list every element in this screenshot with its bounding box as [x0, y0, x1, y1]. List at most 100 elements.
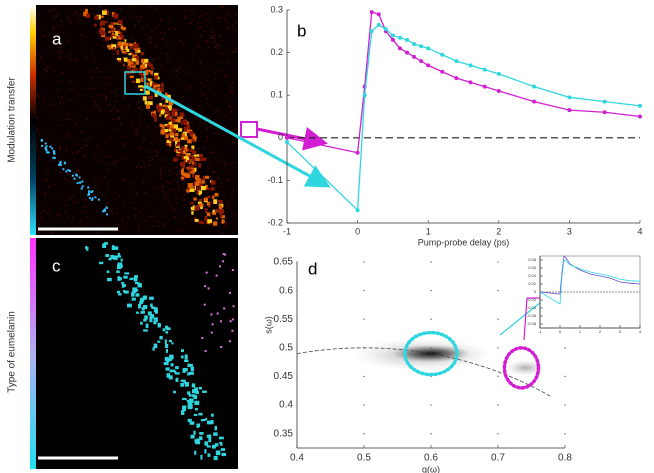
speckle: [154, 92, 158, 97]
speckle: [140, 133, 142, 135]
speckle: [189, 22, 191, 24]
speckle: [93, 99, 96, 102]
speckle: [228, 167, 230, 169]
speckle: [139, 148, 141, 150]
speckle: [191, 145, 195, 150]
speckle: [41, 140, 44, 143]
speckle: [72, 217, 74, 219]
speckle: [100, 20, 106, 26]
speckle: [196, 44, 199, 46]
speckle: [165, 331, 169, 334]
speckle: [143, 318, 147, 322]
speckle: [179, 109, 181, 111]
speckle: [167, 113, 171, 118]
speckle: [190, 186, 196, 191]
y-tick-label: 0: [278, 132, 283, 142]
speckle: [136, 192, 138, 195]
speckle: [227, 10, 230, 13]
speckle: [196, 155, 198, 158]
speckle: [177, 149, 181, 152]
speckle: [219, 320, 222, 323]
speckle: [221, 452, 227, 457]
speckle: [97, 103, 100, 105]
speckle: [91, 196, 94, 198]
speckle: [72, 119, 75, 121]
speckle: [223, 76, 226, 78]
speckle: [228, 163, 230, 165]
speckle: [104, 69, 107, 71]
speckle: [77, 98, 80, 100]
speckle: [43, 69, 46, 71]
speckle: [45, 194, 47, 196]
speckle: [116, 264, 122, 270]
speckle: [113, 14, 119, 19]
speckle: [191, 150, 197, 155]
speckle: [36, 129, 39, 131]
speckle: [88, 193, 91, 196]
speckle: [182, 43, 185, 46]
roi-box: [240, 121, 258, 138]
speckle: [128, 53, 132, 56]
speckle: [126, 48, 130, 53]
speckle: [187, 372, 191, 376]
speckle: [231, 269, 234, 272]
grid-dot: [363, 261, 365, 263]
speckle: [122, 142, 124, 145]
speckle: [65, 97, 68, 99]
speckle: [76, 94, 79, 97]
speckle: [149, 159, 151, 162]
speckle: [40, 216, 42, 218]
speckle: [70, 59, 72, 61]
speckle: [111, 44, 117, 49]
speckle: [135, 207, 137, 209]
speckle: [115, 99, 117, 102]
speckle: [165, 367, 170, 371]
speckle: [103, 210, 106, 213]
speckle: [192, 136, 197, 140]
speckle: [59, 162, 62, 165]
speckle: [80, 8, 82, 11]
speckle: [174, 148, 177, 153]
speckle: [187, 401, 192, 406]
speckle: [218, 10, 220, 12]
speckle: [41, 73, 43, 75]
speckle: [108, 30, 111, 34]
speckle: [40, 213, 42, 215]
speckle: [211, 180, 216, 185]
speckle: [138, 303, 141, 309]
roi-box: [124, 71, 146, 95]
speckle: [132, 91, 134, 94]
speckle: [208, 46, 211, 48]
speckle: [112, 46, 116, 51]
speckle: [134, 191, 136, 193]
speckle: [164, 193, 166, 195]
series-marker: [376, 12, 381, 17]
cluster-ring: [502, 346, 541, 390]
speckle: [59, 145, 61, 148]
speckle: [191, 138, 195, 143]
speckle: [199, 106, 201, 109]
speckle: [196, 180, 201, 184]
speckle: [200, 205, 203, 210]
speckle: [178, 190, 180, 192]
speckle: [160, 139, 162, 141]
speckle: [220, 161, 223, 164]
speckle: [193, 395, 198, 400]
speckle: [181, 410, 185, 415]
speckle: [91, 77, 93, 79]
speckle: [177, 116, 181, 121]
speckle: [197, 201, 202, 205]
speckle: [147, 65, 149, 68]
speckle: [204, 67, 206, 70]
speckle: [112, 36, 117, 39]
speckle: [46, 66, 48, 68]
y-axis-label: s(ω): [263, 316, 273, 334]
speckle: [217, 160, 219, 162]
speckle: [81, 185, 84, 188]
colorbar: [30, 5, 36, 235]
x-tick-label: -1: [538, 329, 542, 334]
speckle: [105, 95, 107, 98]
speckle: [175, 143, 180, 147]
speckle: [154, 134, 157, 137]
speckle: [207, 157, 209, 160]
